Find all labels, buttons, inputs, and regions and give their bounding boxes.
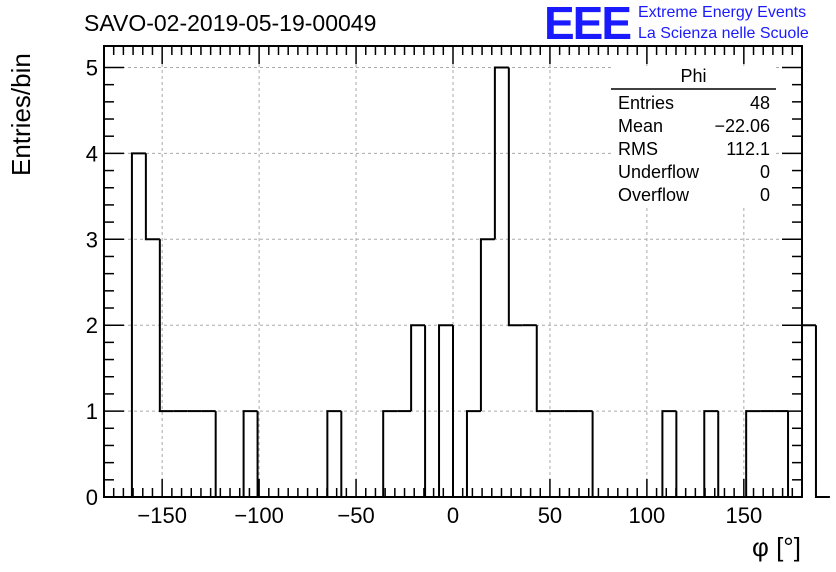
stats-row-value: 48 xyxy=(750,93,770,113)
histogram-bar xyxy=(717,411,733,498)
stats-row-label: RMS xyxy=(618,139,658,159)
x-tick-labels: −150 −100 −50 0 50 100 150 xyxy=(137,503,762,528)
y-tick-label: 1 xyxy=(86,399,98,424)
x-tick-label: −100 xyxy=(234,503,284,528)
histogram-bar xyxy=(242,410,258,497)
stats-row-value: 112.1 xyxy=(726,139,770,159)
y-tick-label: 3 xyxy=(86,227,98,252)
x-tick-label: 0 xyxy=(447,503,459,528)
histogram-bar xyxy=(591,411,607,498)
histogram-bar xyxy=(438,324,453,497)
x-tick-label: −150 xyxy=(137,503,187,528)
x-tick-label: −50 xyxy=(337,503,374,528)
stats-row-label: Entries xyxy=(618,93,674,113)
histogram-bar xyxy=(144,153,160,241)
logo-line1: Extreme Energy Events xyxy=(638,4,807,21)
stats-box-title: Phi xyxy=(680,66,706,86)
histogram-bar xyxy=(493,66,509,240)
eee-logo: EEE xyxy=(544,0,632,49)
x-tick-label: 150 xyxy=(725,503,762,528)
x-axis-label: φ [°] xyxy=(752,532,801,562)
y-tick-label: 5 xyxy=(86,55,98,80)
stats-row-value: 0 xyxy=(760,185,770,205)
histogram-bar xyxy=(130,152,146,497)
histogram-bars xyxy=(104,66,830,498)
y-tick-labels: 0 1 2 3 4 5 xyxy=(86,55,98,510)
stats-row-label: Overflow xyxy=(618,185,690,205)
stats-row-value: −22.06 xyxy=(714,116,770,136)
histogram-bar xyxy=(479,238,495,412)
axis-ticks xyxy=(104,46,802,498)
histogram-bar xyxy=(745,410,761,497)
stats-box: Phi Entries 48 Mean −22.06 RMS 112.1 Underflow 0… xyxy=(611,66,776,206)
histogram-bar xyxy=(675,411,691,498)
logo-line2: La Scienza nelle Scuole xyxy=(638,25,809,42)
histogram-bar xyxy=(661,410,677,497)
histogram-bar xyxy=(326,410,342,497)
x-tick-label: 100 xyxy=(629,503,666,528)
stats-row-value: 0 xyxy=(760,162,770,182)
histogram-bar xyxy=(801,324,816,497)
x-tick-label: 50 xyxy=(538,503,562,528)
histogram-bar xyxy=(787,411,802,498)
histogram-bar xyxy=(703,410,719,497)
histogram-bar xyxy=(214,411,230,498)
histogram-bar xyxy=(814,325,830,498)
stats-row-label: Mean xyxy=(618,116,663,136)
histogram-bar xyxy=(507,67,523,327)
histogram-bar xyxy=(410,324,426,412)
histogram-bar xyxy=(465,410,481,497)
y-tick-label: 2 xyxy=(86,313,98,338)
histogram-bar xyxy=(382,410,398,497)
stats-row-label: Underflow xyxy=(618,162,700,182)
histogram-bar xyxy=(340,411,356,498)
chart-title: SAVO-02-2019-05-19-00049 xyxy=(84,10,377,36)
y-tick-label: 0 xyxy=(86,485,98,510)
histogram-bar xyxy=(158,239,174,413)
histogram-bar xyxy=(535,325,551,413)
y-tick-label: 4 xyxy=(86,141,98,166)
